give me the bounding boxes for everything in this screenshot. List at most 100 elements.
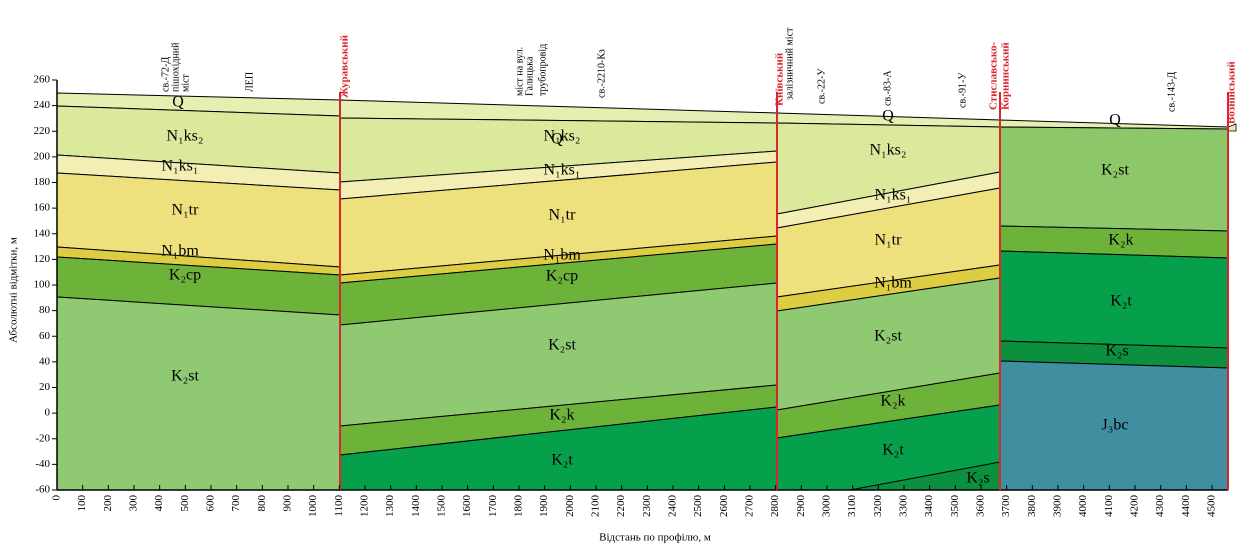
x-tick-label: 4100 — [1103, 495, 1115, 518]
x-tick-label: 600 — [205, 495, 217, 512]
y-title: Абсолютні відмітки, м — [8, 237, 20, 343]
x-tick-label: 2600 — [718, 495, 730, 518]
x-tick-label: 500 — [179, 495, 191, 512]
layer-label: K₂s — [966, 470, 989, 487]
layer-label: K₂st — [171, 368, 199, 385]
layer-label: K₂st — [1101, 162, 1129, 179]
annotation: св.-2210-Кз — [596, 49, 607, 98]
x-tick-label: 1600 — [461, 495, 473, 518]
x-tick-label: 400 — [153, 495, 165, 512]
layer-label: K₂k — [1108, 232, 1133, 249]
x-tick-label: 900 — [282, 495, 294, 512]
layer-label: K₂k — [880, 393, 905, 410]
x-tick-label: 3000 — [821, 495, 833, 518]
layer-label: Q — [172, 94, 184, 111]
x-tick-label: 4300 — [1154, 495, 1166, 518]
layer-label: Q — [1109, 112, 1121, 129]
x-tick-label: 1500 — [436, 495, 448, 518]
layer-label: N₁ks₂ — [870, 142, 907, 159]
layer-label: N₁tr — [549, 207, 577, 224]
y-tick-label: 240 — [34, 99, 51, 111]
fault-label: Вознінський — [1226, 61, 1238, 124]
y-tick-label: 220 — [34, 125, 51, 137]
layer-label: N₁bm — [543, 247, 581, 264]
annotation: Галицька — [524, 56, 535, 96]
x-tick-label: 3700 — [1000, 495, 1012, 518]
x-tick-label: 3200 — [872, 495, 884, 518]
layer-label: J₃bc — [1102, 417, 1129, 434]
x-tick-label: 3400 — [923, 495, 935, 518]
x-tick-label: 1000 — [307, 495, 319, 518]
y-tick-label: 200 — [34, 150, 51, 162]
x-title: Відстань по профілю, м — [599, 532, 711, 544]
layer-label: N₁tr — [875, 232, 903, 249]
layer-label: K₂s — [1105, 343, 1128, 360]
layer-label: K₂t — [1110, 293, 1132, 310]
x-tick-label: 2000 — [564, 495, 576, 518]
x-tick-label: 1400 — [410, 495, 422, 518]
layer-label: N₁tr — [172, 202, 200, 219]
cross-section: Абсолютні відмітки, м Відстань по профіл… — [0, 0, 1251, 548]
x-tick-label: 1700 — [487, 495, 499, 517]
y-tick-label: -60 — [35, 484, 50, 496]
y-tick-label: 40 — [39, 355, 51, 367]
layer-label: K₂cp — [546, 268, 578, 285]
x-tick-label: 4400 — [1180, 495, 1192, 518]
y-tick-label: -20 — [35, 432, 50, 444]
x-tick-label: 800 — [256, 495, 268, 512]
annotation: св.-143-Д — [1166, 72, 1177, 112]
x-tick-label: 1900 — [538, 495, 550, 518]
annotation: св.-91-У — [957, 72, 968, 108]
y-tick-label: 60 — [39, 330, 51, 342]
x-tick-label: 2500 — [692, 495, 704, 518]
surface-tip — [1228, 124, 1236, 131]
x-tick-label: 2900 — [795, 495, 807, 518]
layer-label: N₁bm — [161, 243, 199, 260]
y-tick-label: 120 — [34, 253, 51, 265]
layer-area — [57, 297, 340, 490]
layer-label: N₁ks₁ — [544, 162, 581, 179]
x-tick-label: 3600 — [975, 495, 987, 518]
layer-label: N₁ks₁ — [162, 158, 199, 175]
x-tick-label: 3800 — [1026, 495, 1038, 518]
x-tick-label: 3300 — [898, 495, 910, 518]
annotation: св.-22-У — [816, 68, 827, 104]
x-tick-label: 3900 — [1052, 495, 1064, 518]
x-tick-label: 4000 — [1077, 495, 1089, 518]
y-tick-label: 80 — [39, 304, 51, 316]
layers — [57, 93, 1236, 490]
x-tick-label: 3500 — [949, 495, 961, 518]
annotation: ЛЕП — [244, 72, 255, 92]
x-tick-label: 3100 — [846, 495, 858, 518]
layer-label: N₁ks₂ — [167, 128, 204, 145]
x-tick-label: 2800 — [769, 495, 781, 518]
layer-label: Q — [882, 108, 894, 125]
y-tick-label: 140 — [34, 227, 51, 239]
annotation: міст — [180, 73, 191, 92]
y-tick-label: 260 — [34, 74, 51, 86]
x-tick-label: 1200 — [359, 495, 371, 518]
x-tick-label: 700 — [230, 495, 242, 512]
x-tick-label: 2400 — [667, 495, 679, 518]
x-tick-label: 1100 — [333, 495, 345, 517]
annotation: св.-83-А — [882, 70, 893, 106]
layer-label: K₂k — [549, 407, 574, 424]
y-tick-label: -40 — [35, 458, 50, 470]
x-tick-label: 0 — [51, 495, 63, 501]
x-tick-label: 100 — [76, 495, 88, 512]
layer-area — [1000, 127, 1228, 231]
y-tick-label: 160 — [34, 202, 51, 214]
layer-label: N₁bm — [874, 275, 912, 292]
x-tick-label: 300 — [128, 495, 140, 512]
y-tick-label: 20 — [39, 381, 51, 393]
fault-label: Корнинський — [1000, 42, 1012, 110]
layer-label: K₂st — [874, 328, 902, 345]
x-tick-label: 4500 — [1206, 495, 1218, 518]
y-tick-label: 100 — [34, 279, 51, 291]
layer-label: N₁ks₂ — [544, 128, 581, 145]
x-tick-label: 2700 — [744, 495, 756, 518]
y-tick-label: 0 — [45, 407, 51, 419]
layer-label: K₂cp — [169, 267, 201, 284]
annotation: залізничний міст — [784, 27, 795, 100]
x-tick-label: 2100 — [590, 495, 602, 518]
